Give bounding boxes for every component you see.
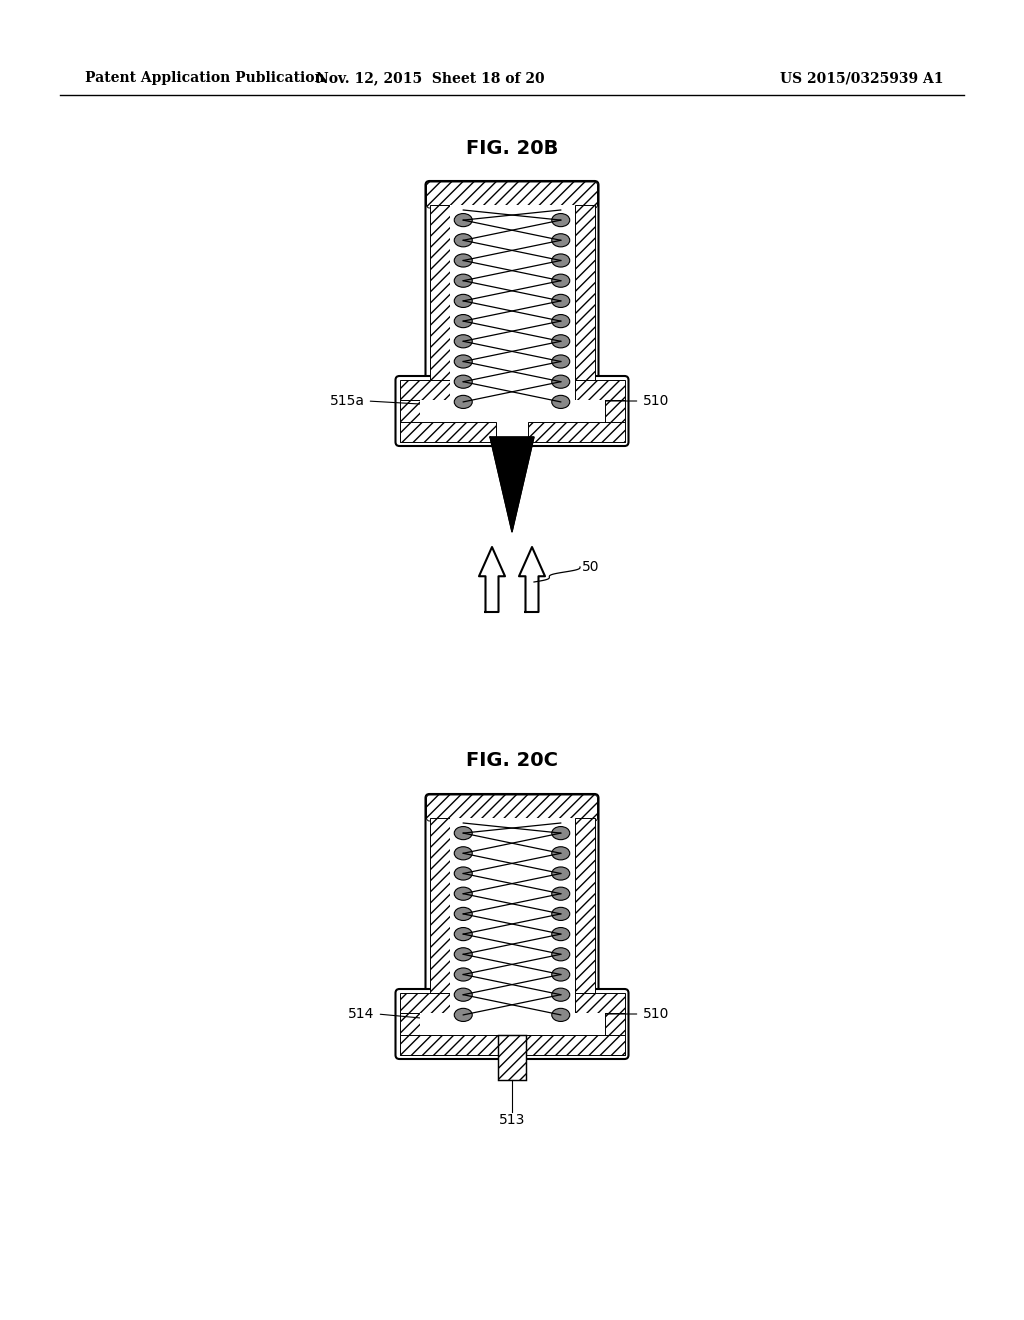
Ellipse shape [552, 234, 569, 247]
Bar [450, 205, 574, 422]
FancyBboxPatch shape [395, 989, 629, 1059]
Ellipse shape [552, 968, 569, 981]
Bar [498, 1035, 526, 1080]
Bar [420, 1012, 450, 1035]
Ellipse shape [455, 375, 472, 388]
Text: 514: 514 [348, 1007, 375, 1020]
Ellipse shape [552, 989, 569, 1002]
Bar [399, 1012, 420, 1055]
Ellipse shape [552, 846, 569, 859]
Ellipse shape [455, 294, 472, 308]
Text: FIG. 20B: FIG. 20B [466, 139, 558, 157]
Bar [574, 993, 625, 1012]
Bar [450, 818, 574, 1035]
Ellipse shape [552, 335, 569, 348]
Polygon shape [490, 437, 534, 532]
Ellipse shape [455, 867, 472, 880]
Text: US 2015/0325939 A1: US 2015/0325939 A1 [780, 71, 943, 84]
Text: 50: 50 [582, 560, 599, 574]
Ellipse shape [455, 335, 472, 348]
Bar [604, 400, 625, 442]
Ellipse shape [455, 907, 472, 920]
Ellipse shape [455, 253, 472, 267]
Ellipse shape [552, 214, 569, 227]
Text: Patent Application Publication: Patent Application Publication [85, 71, 325, 84]
Ellipse shape [455, 1008, 472, 1022]
Bar [574, 818, 595, 993]
Ellipse shape [455, 968, 472, 981]
Ellipse shape [552, 948, 569, 961]
Ellipse shape [455, 234, 472, 247]
Bar [574, 1012, 604, 1035]
Ellipse shape [552, 1008, 569, 1022]
Ellipse shape [455, 314, 472, 327]
Bar [604, 1012, 625, 1055]
Ellipse shape [552, 253, 569, 267]
Bar [399, 400, 420, 442]
Ellipse shape [455, 989, 472, 1002]
Text: 515a: 515a [330, 393, 365, 408]
Ellipse shape [455, 275, 472, 288]
Ellipse shape [455, 887, 472, 900]
Ellipse shape [552, 867, 569, 880]
Bar [429, 205, 450, 380]
Ellipse shape [552, 826, 569, 840]
FancyBboxPatch shape [427, 182, 597, 209]
Ellipse shape [455, 355, 472, 368]
Ellipse shape [552, 395, 569, 408]
Ellipse shape [552, 275, 569, 288]
Ellipse shape [455, 948, 472, 961]
Text: 510: 510 [642, 393, 669, 408]
Ellipse shape [455, 826, 472, 840]
Ellipse shape [552, 314, 569, 327]
Ellipse shape [552, 887, 569, 900]
Bar [574, 205, 595, 380]
FancyBboxPatch shape [426, 181, 598, 384]
Text: 513: 513 [499, 1113, 525, 1127]
FancyBboxPatch shape [427, 795, 597, 821]
Bar [526, 1035, 625, 1055]
Bar [399, 380, 450, 400]
FancyBboxPatch shape [395, 376, 629, 446]
Ellipse shape [455, 846, 472, 859]
Bar [574, 380, 625, 400]
Ellipse shape [455, 395, 472, 408]
Ellipse shape [552, 928, 569, 941]
Ellipse shape [455, 214, 472, 227]
Text: FIG. 20C: FIG. 20C [466, 751, 558, 770]
Ellipse shape [552, 294, 569, 308]
Bar [429, 818, 450, 993]
Bar [399, 422, 496, 442]
Ellipse shape [552, 907, 569, 920]
Bar [528, 422, 625, 442]
Polygon shape [479, 546, 505, 612]
Bar [574, 400, 604, 422]
Bar [420, 400, 546, 422]
Bar [399, 1035, 498, 1055]
FancyBboxPatch shape [426, 795, 598, 997]
Polygon shape [519, 546, 545, 612]
Bar [399, 993, 450, 1012]
Ellipse shape [552, 375, 569, 388]
Ellipse shape [455, 928, 472, 941]
Text: Nov. 12, 2015  Sheet 18 of 20: Nov. 12, 2015 Sheet 18 of 20 [315, 71, 545, 84]
Ellipse shape [552, 355, 569, 368]
Text: 510: 510 [642, 1007, 669, 1020]
